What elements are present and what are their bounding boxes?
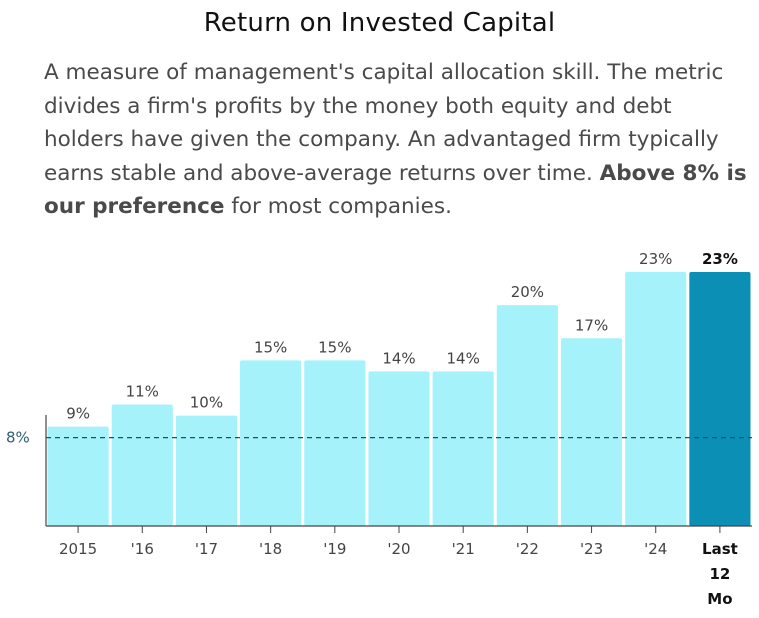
chart-title: Return on Invested Capital: [203, 8, 556, 38]
bar-2: [175, 415, 238, 526]
description-text: A measure of management's capital alloca…: [44, 60, 724, 186]
bar-value-label-9: 23%: [639, 250, 672, 268]
bar-value-label-1: 11%: [126, 383, 159, 401]
bars-group: [47, 272, 751, 526]
bar-value-label-5: 14%: [382, 349, 415, 367]
x-tick-label-0: 2015: [59, 540, 97, 558]
chart-description: A measure of management's capital alloca…: [44, 56, 756, 224]
bar-0: [47, 426, 109, 526]
x-tick-label-7: '22: [516, 540, 539, 558]
bar-8: [560, 338, 623, 526]
description-bold: Above 8% is our preference: [44, 160, 747, 220]
x-tick-label-5: '20: [387, 540, 410, 558]
x-tick-label-2: '17: [195, 540, 218, 558]
bar-4: [304, 360, 366, 526]
bar-6: [432, 371, 494, 526]
x-tick-label-8: '23: [580, 540, 603, 558]
x-tick-label-1: '16: [131, 540, 154, 558]
x-tick-label-3: '18: [259, 540, 282, 558]
bar-7: [496, 305, 558, 526]
bar-value-label-7: 20%: [511, 283, 544, 301]
x-tick-labels-group: 2015 '16 '17 '18 '19 '20 '21 '22 '23 '24 Last 12 Mo: [59, 540, 738, 608]
description-tail: for most companies.: [224, 194, 452, 219]
bar-value-label-10: 23%: [702, 250, 738, 268]
reference-line-label: 8%: [6, 429, 30, 447]
x-ticks-group: [77, 526, 721, 533]
bar-value-label-0: 9%: [66, 405, 90, 423]
bar-value-label-2: 10%: [190, 394, 223, 412]
bar-labels-group: 9% 11% 10% 15% 15% 14% 14% 20% 17% 23% 23%: [66, 250, 738, 423]
bar-10: [689, 272, 751, 526]
bar-value-label-4: 15%: [318, 338, 351, 356]
x-tick-label-9: '24: [644, 540, 667, 558]
x-tick-label-6: '21: [452, 540, 475, 558]
bar-value-label-8: 17%: [575, 316, 608, 334]
bar-value-label-6: 14%: [447, 349, 480, 367]
x-tick-label-4: '19: [323, 540, 346, 558]
bar-value-label-3: 15%: [254, 338, 287, 356]
bar-9: [625, 272, 687, 526]
bar-1: [111, 404, 173, 526]
x-tick-label-10: Last 12 Mo: [702, 540, 738, 608]
bar-5: [368, 371, 430, 526]
bar-3: [240, 360, 302, 526]
